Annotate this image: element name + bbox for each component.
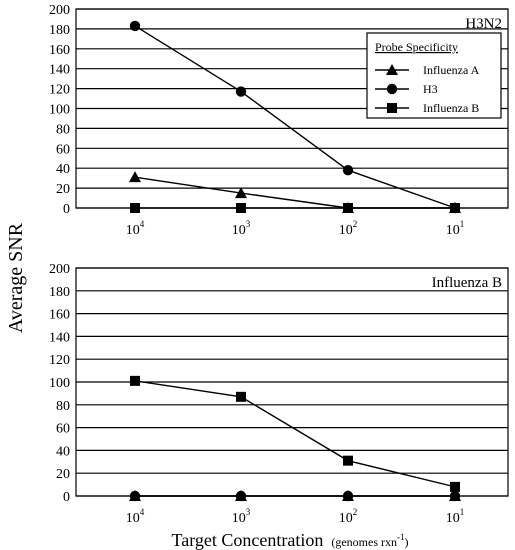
y-tick-label: 140 [49,330,70,345]
panel-label: H3N2 [465,16,502,32]
y-tick-label: 200 [49,3,70,18]
y-tick-label: 120 [49,353,70,368]
y-tick-label: 100 [49,103,70,118]
data-point [129,171,141,183]
y-tick-label: 0 [63,202,70,217]
y-tick-label: 60 [56,422,70,437]
x-tick-label: 103 [232,219,251,238]
data-point [236,391,246,402]
y-tick-label: 60 [56,142,70,157]
series-influenza-b [130,375,460,492]
x-axis-label-unit-exponent: -1 [397,532,405,542]
data-point [343,455,353,466]
x-axis-label-unit: genomes rxn [335,535,397,549]
legend: Probe Specificity Influenza A H3 Influenza … [366,32,502,119]
x-tick-label: 102 [339,507,358,526]
y-tick-label: 80 [56,399,70,414]
data-point [235,187,247,199]
x-tick-label: 101 [446,507,465,526]
y-axis-label: Average SNR [5,222,27,333]
legend-title: Probe Specificity [375,40,458,54]
panel-label: Influenza B [432,275,502,291]
y-tick-label: 100 [49,376,70,391]
data-point [235,86,247,97]
x-tick-label: 104 [126,219,145,238]
data-point [235,490,247,502]
x-axis-label-main: Target Concentration [171,530,323,550]
y-tick-label: 0 [63,490,70,505]
legend-item-h3: H3 [423,82,438,96]
y-tick-label: 40 [56,444,70,459]
x-tick-label: 104 [126,507,145,526]
series-line-h3 [134,25,456,209]
series-line-influenza-a [134,176,455,209]
y-tick-label: 40 [56,162,70,177]
y-tick-label: 180 [49,285,70,300]
panel-influenza-b: 0 20 40 60 80 100 120 140 160 180 200 104 103 102 101 I… [49,262,509,526]
y-tick-label: 20 [56,467,70,482]
data-point [129,20,141,32]
data-point [129,490,141,502]
data-point [450,203,460,213]
legend-item-influenza-b: Influenza B [423,101,479,115]
y-tick-label: 120 [49,83,70,98]
data-point [130,203,140,213]
legend-item-influenza-a: Influenza A [423,63,480,77]
y-tick-label: 160 [49,43,70,58]
legend-marker-influenza-b [387,103,397,113]
data-point [236,203,246,213]
data-point [130,375,140,386]
data-point [342,490,354,502]
legend-marker-influenza-a [386,64,398,75]
data-point [342,164,354,176]
data-point [449,490,461,502]
y-tick-label: 200 [49,262,70,277]
series-h3 [129,490,461,502]
legend-marker-h3 [386,83,398,95]
x-axis-label: Target Concentration (genomes rxn-1) [171,530,408,550]
y-tick-label: 180 [49,23,70,38]
y-tick-label: 140 [49,63,70,78]
data-point [343,203,353,213]
x-tick-label: 102 [339,219,358,238]
y-tick-label: 80 [56,122,70,137]
panel-h3n2: 0 20 40 60 80 100 120 140 160 180 200 104 103 102 101 H… [49,3,509,238]
y-tick-label: 160 [49,308,70,323]
series-line-influenza-b [134,380,456,488]
x-tick-label: 101 [446,219,465,238]
y-tick-label: 20 [56,182,70,197]
x-tick-label: 103 [232,507,251,526]
data-point [450,481,460,492]
series-influenza-b [130,203,460,213]
